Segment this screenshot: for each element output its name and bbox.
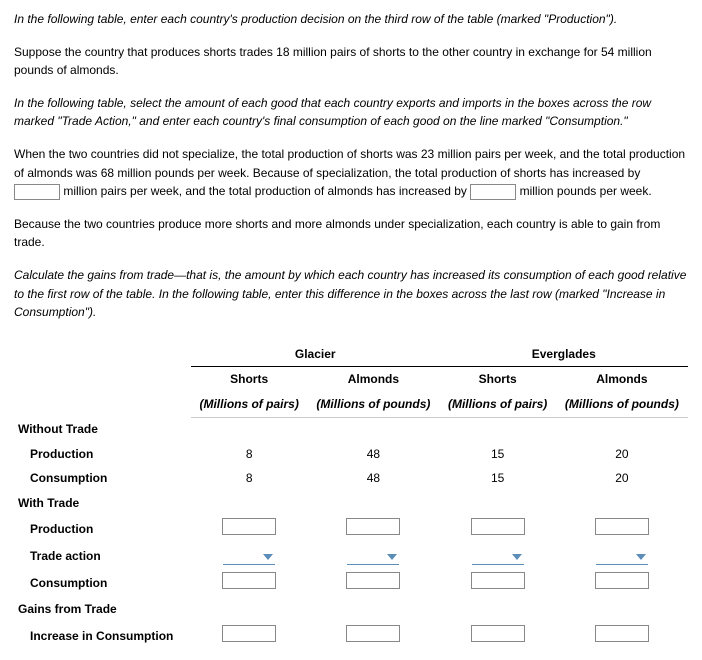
chevron-down-icon [636,554,646,560]
input-incr-b-g1[interactable] [471,625,525,642]
chevron-down-icon [387,554,397,560]
input-cons-b-g2[interactable] [595,572,649,589]
val-wt-prod-b-g2: 20 [556,442,688,467]
input-prod-b-g2[interactable] [595,518,649,535]
scenario-trade: Suppose the country that produces shorts… [14,43,688,80]
good-header-row: Shorts Almonds Shorts Almonds [14,367,688,392]
label-without-trade: Without Trade [14,417,191,442]
row-wt-consumption: Consumption 8 48 15 20 [14,466,688,491]
shorts-increase-input[interactable] [14,184,60,200]
label-consumption-wt: Consumption [14,466,191,491]
gain-statement: Because the two countries produce more s… [14,215,688,252]
unit-a-g2: (Millions of pounds) [307,392,439,417]
instruction-production: In the following table, enter each count… [14,10,688,29]
production-table: Glacier Everglades Shorts Almonds Shorts… [14,342,688,651]
row-wt-production: Production 8 48 15 20 [14,442,688,467]
row-gains-from-trade: Gains from Trade [14,597,688,622]
input-incr-a-g1[interactable] [222,625,276,642]
select-trade-b-g2[interactable] [596,550,648,565]
val-wt-prod-a-g1: 8 [191,442,307,467]
almonds-increase-input[interactable] [470,184,516,200]
select-trade-b-g1[interactable] [472,550,524,565]
spec-text-a: When the two countries did not specializ… [14,147,685,180]
label-increase: Increase in Consumption [14,622,191,651]
instruction-gains: Calculate the gains from trade—that is, … [14,266,688,322]
unit-b-g1: (Millions of pairs) [439,392,555,417]
select-trade-a-g2[interactable] [347,550,399,565]
unit-header-row: (Millions of pairs) (Millions of pounds)… [14,392,688,417]
input-prod-b-g1[interactable] [471,518,525,535]
country-b-header: Everglades [439,342,688,367]
input-prod-a-g2[interactable] [346,518,400,535]
country-header-row: Glacier Everglades [14,342,688,367]
val-wt-cons-a-g1: 8 [191,466,307,491]
val-wt-cons-b-g1: 15 [439,466,555,491]
country-a-header: Glacier [191,342,439,367]
val-wt-prod-a-g2: 48 [307,442,439,467]
col-b-g2: Almonds [556,367,688,392]
label-consumption-with: Consumption [14,569,191,598]
input-cons-a-g1[interactable] [222,572,276,589]
row-without-trade: Without Trade [14,417,688,442]
chevron-down-icon [263,554,273,560]
specialization-paragraph: When the two countries did not specializ… [14,145,688,201]
input-prod-a-g1[interactable] [222,518,276,535]
spec-text-c: million pounds per week. [520,184,652,198]
select-trade-a-g1[interactable] [223,550,275,565]
label-production-wt: Production [14,442,191,467]
input-cons-b-g1[interactable] [471,572,525,589]
val-wt-cons-a-g2: 48 [307,466,439,491]
row-with-trade: With Trade [14,491,688,516]
input-incr-b-g2[interactable] [595,625,649,642]
col-a-g1: Shorts [191,367,307,392]
val-wt-cons-b-g2: 20 [556,466,688,491]
label-with-trade: With Trade [14,491,191,516]
chevron-down-icon [512,554,522,560]
unit-a-g1: (Millions of pairs) [191,392,307,417]
val-wt-prod-b-g1: 15 [439,442,555,467]
col-a-g2: Almonds [307,367,439,392]
label-production-with: Production [14,515,191,544]
label-gains: Gains from Trade [14,597,191,622]
input-incr-a-g2[interactable] [346,625,400,642]
input-cons-a-g2[interactable] [346,572,400,589]
instruction-trade-action: In the following table, select the amoun… [14,94,688,131]
unit-b-g2: (Millions of pounds) [556,392,688,417]
row-with-consumption: Consumption [14,569,688,598]
row-with-production: Production [14,515,688,544]
row-increase-consumption: Increase in Consumption [14,622,688,651]
spec-text-b: million pairs per week, and the total pr… [63,184,470,198]
col-b-g1: Shorts [439,367,555,392]
